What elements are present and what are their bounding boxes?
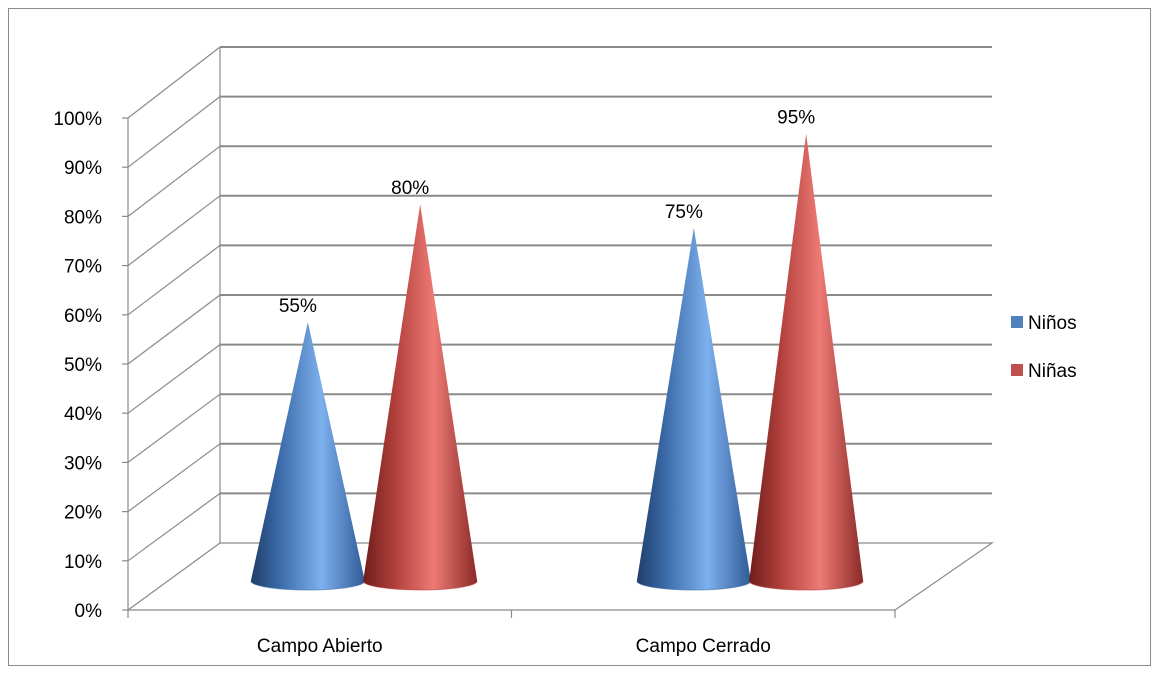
legend-label: Niñas [1028,361,1077,382]
gridline-side [127,294,221,365]
cone-body [749,133,864,591]
cone-series-1-2 [636,227,752,591]
legend-label: Niños [1028,313,1077,334]
cone-series-2-2 [748,133,864,591]
chart-frame [8,8,1151,666]
y-tick-label: 20% [64,503,102,524]
gridline-side [127,393,221,463]
cone-series-1-1 [250,321,366,591]
grid-layer [127,46,992,562]
cone-series-2-1 [362,204,478,591]
gridline-side [127,195,221,267]
y-tick-label: 30% [64,453,102,474]
y-tick-label: 50% [64,355,102,376]
y-tick-label: 100% [53,109,102,130]
cone-body [250,321,365,590]
gridline-side [127,145,221,217]
label-layer: 55% 75% 80% 95% [279,108,815,317]
gridline-side [127,344,221,414]
y-tick-label: 10% [64,552,102,573]
data-label: 95% [777,108,815,129]
x-tick-label: Campo Abierto [257,636,383,657]
y-tick-label: 70% [64,257,102,278]
y-tick-label: 40% [64,404,102,425]
cone-base-edge [748,580,864,591]
gridline-side [127,492,221,562]
x-tick-label: Campo Cerrado [636,636,771,657]
data-label: 80% [391,178,429,199]
cone-body [636,227,751,590]
legend-swatch [1011,364,1023,376]
y-tick-label: 60% [64,306,102,327]
floor [127,542,994,611]
cone-body [363,204,478,590]
legend-swatch [1011,316,1023,328]
data-label: 75% [665,202,703,223]
gridline-side [127,244,221,316]
gridline-side [127,46,221,119]
axis-layer: 0% 10% 20% 30% 40% 50% 60% 70% 80% 90% 100% Campo A… [53,47,994,657]
gridline-side [127,443,221,513]
cone-base-edge [636,580,752,591]
y-tick-label: 90% [64,158,102,179]
data-label: 55% [279,296,317,317]
y-tick-label: 80% [64,207,102,228]
legend: Niños Niñas [1011,313,1077,382]
cone-base-edge [250,580,366,591]
y-tick-label: 0% [75,601,103,622]
gridline-side [127,96,221,168]
cone-base-edge [362,580,478,591]
cone-layer [250,133,864,591]
